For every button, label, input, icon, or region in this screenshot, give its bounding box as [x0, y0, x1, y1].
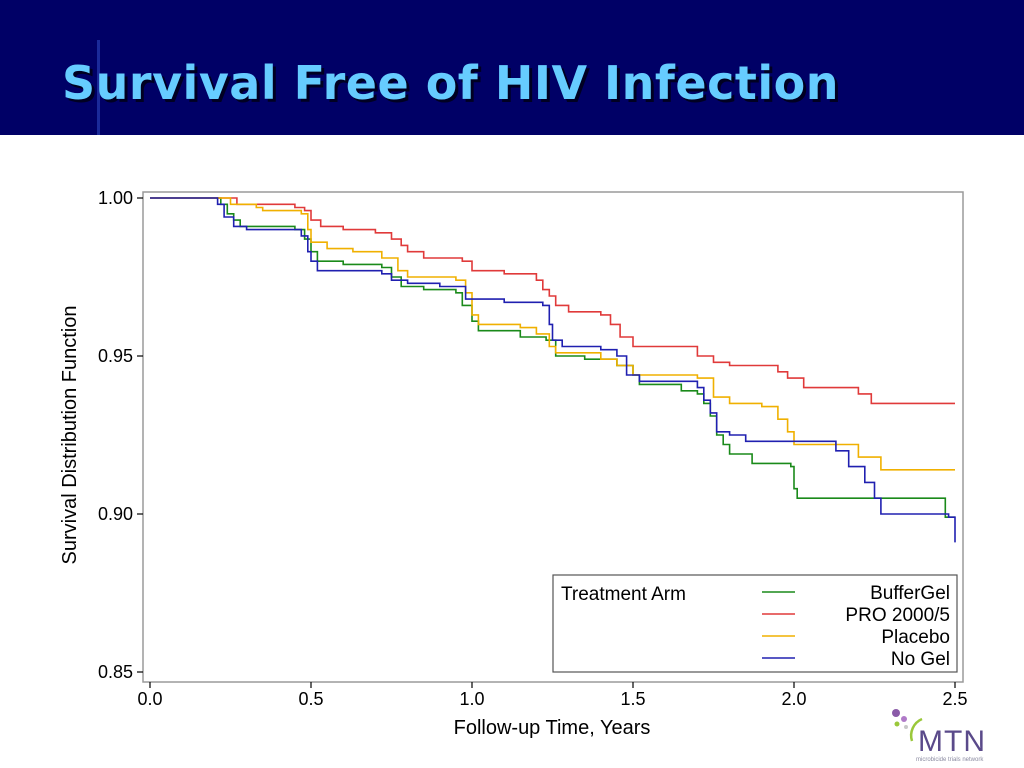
y-tick-label: 0.85: [98, 662, 133, 682]
mtn-logo: MTN microbicide trials network: [888, 705, 1000, 768]
x-tick-label: 2.0: [781, 689, 806, 709]
x-tick-label: 1.0: [459, 689, 484, 709]
legend-box: [552, 574, 958, 673]
series-line-buffergel: [150, 197, 955, 518]
y-tick-label: 0.90: [98, 504, 133, 524]
logo-subtext: microbicide trials network: [916, 757, 984, 763]
x-axis-label: Follow-up Time, Years: [454, 717, 651, 739]
y-axis-label: Survival Distribution Function: [59, 306, 81, 565]
y-tick-label: 0.95: [98, 346, 133, 366]
x-tick-label: 0.5: [298, 689, 323, 709]
title-bar: Survival Free of HIV Infection: [0, 0, 1024, 135]
legend-title: Treatment Arm: [561, 584, 686, 605]
x-tick-label: 2.5: [942, 689, 967, 709]
y-tick-label: 1.00: [98, 188, 133, 208]
plot-frame: [142, 191, 964, 683]
legend-label: BufferGel: [870, 583, 950, 604]
x-tick-label: 1.5: [620, 689, 645, 709]
legend-label: PRO 2000/5: [845, 605, 950, 626]
mtn-dots-logo-icon: [892, 709, 923, 742]
axes: 0.0 0.5 1.0 1.5 2.0 2.5 0.85 0.90 0.95 1.00: [98, 188, 968, 709]
x-tick-label: 0.0: [137, 689, 162, 709]
series-line-placebo: [150, 197, 955, 471]
series-line-no-gel: [150, 197, 956, 543]
legend-label: No Gel: [891, 649, 950, 670]
slide-title: Survival Free of HIV Infection: [62, 56, 840, 110]
series-group: [150, 197, 956, 543]
logo-text: MTN: [918, 725, 986, 758]
title-accent-line: [97, 40, 100, 135]
series-line-pro-2000-5: [150, 197, 955, 405]
legend-label: Placebo: [881, 627, 950, 648]
